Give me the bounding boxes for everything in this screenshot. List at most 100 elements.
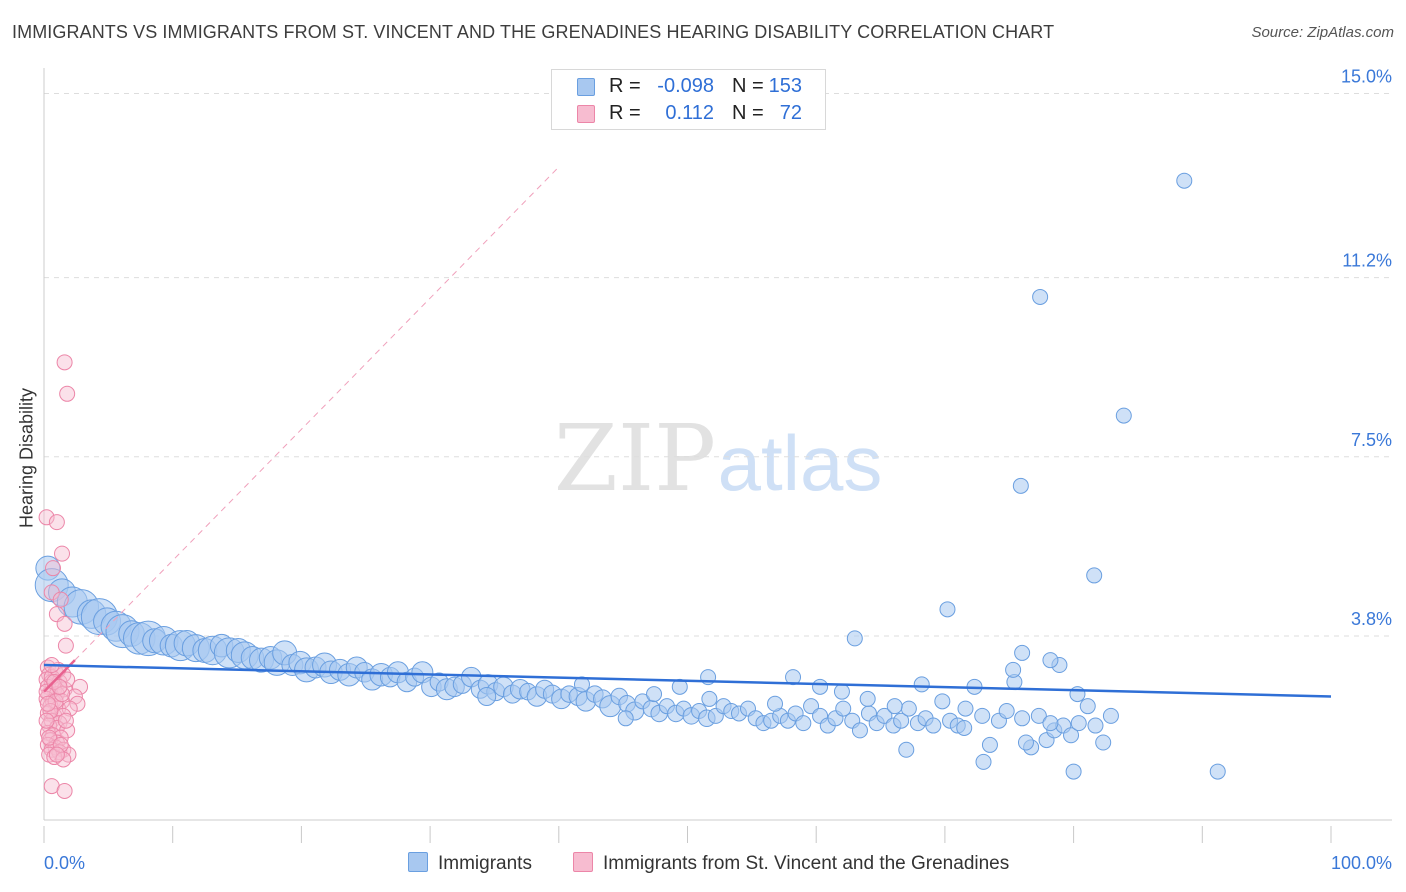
st-vincent-point [41,729,58,746]
bottom-legend-label: Immigrants from St. Vincent and the Gren… [603,853,1010,874]
immigrants-point [1069,686,1086,703]
immigrants-point [617,710,634,727]
immigrants-point [913,676,930,693]
legend-row-st-vincent: R = 0.112 N = 72 [552,102,827,126]
st-vincent-point [45,560,62,577]
st-vincent-point [38,509,55,526]
immigrants-point [957,700,974,717]
st-vincent-point [48,514,65,531]
immigrants-point [900,700,917,717]
pink-swatch-icon [577,105,595,123]
legend-n-label: N = [732,75,764,97]
st-vincent-point [48,746,65,763]
immigrants-point [859,690,876,707]
immigrants-point [998,703,1015,720]
blue-swatch-icon [408,852,428,872]
blue-swatch-icon [577,78,595,96]
immigrants-point [1115,407,1132,424]
immigrants-point [925,717,942,734]
immigrants-point [846,630,863,647]
immigrants-point [975,753,992,770]
immigrants-point [671,678,688,695]
immigrants-point [1079,698,1096,715]
immigrants-point [1102,707,1119,724]
immigrants-point [812,678,829,695]
immigrants-point [833,683,850,700]
st-vincent-point [38,712,55,729]
legend-r-label: R = [609,102,641,124]
st-vincent-trendline-projection [43,166,560,693]
y-tick-label: 7.5% [1351,430,1392,450]
st-vincent-point [59,385,76,402]
st-vincent-point [52,591,69,608]
y-tick-label: 15.0% [1341,67,1392,87]
immigrants-point [956,719,973,736]
bottom-legend-label: Immigrants [438,853,532,874]
immigrants-point [1032,288,1049,305]
y-tick-label: 11.2% [1342,251,1392,271]
st-vincent-point [69,695,86,712]
immigrants-point [795,715,812,732]
source-label: Source: ZipAtlas.com [1251,24,1394,41]
legend-n-label: N = [732,102,764,124]
y-tick-label: 3.8% [1351,609,1392,629]
st-vincent-point [56,782,73,799]
immigrants-point [1176,172,1193,189]
chart-title: IMMIGRANTS VS IMMIGRANTS FROM ST. VINCEN… [12,22,1055,42]
stats-legend: R = -0.098 N = 153 R = 0.112 N = 72 [551,69,826,130]
immigrants-point [974,707,991,724]
immigrants-point [646,686,663,703]
immigrants-point [573,676,590,693]
immigrants-point [835,700,852,717]
st-vincent-point [39,695,56,712]
st-vincent-point [57,712,74,729]
pink-swatch-icon [573,852,593,872]
immigrants-point [934,693,951,710]
immigrants-point [767,695,784,712]
legend-r-value: -0.098 [657,75,714,97]
legend-n-value: 153 [768,75,802,97]
legend-n-value: 72 [779,102,802,124]
immigrants-trendline [43,663,1332,698]
immigrants-point [1014,644,1031,661]
bottom-legend-st-vincent: Immigrants from St. Vincent and the Gren… [573,852,1009,875]
immigrants-point [851,722,868,739]
st-vincent-point [72,678,89,695]
x-tick-label: 100.0% [1331,853,1392,873]
immigrants-point [701,690,718,707]
x-tick-label: 0.0% [44,853,85,873]
st-vincent-point [57,637,74,654]
watermark-atlas: atlas [718,419,883,507]
immigrants-point [1086,567,1103,584]
watermark-zip: ZIP [554,405,716,512]
immigrants-point [939,601,956,618]
immigrants-point [477,687,497,706]
immigrants-point [1042,715,1059,732]
immigrants-point [1030,707,1047,724]
bottom-legend-immigrants: Immigrants [408,852,532,875]
immigrants-point [1014,710,1031,727]
st-vincent-point [52,736,69,753]
immigrants-point [1070,715,1087,732]
immigrants-point [886,698,903,715]
legend-r-value: 0.112 [665,102,714,124]
immigrants-point [1017,734,1034,751]
immigrants-point [1005,661,1022,678]
immigrants-point [898,741,915,758]
immigrants-point [893,712,910,729]
legend-row-immigrants: R = -0.098 N = 153 [552,75,827,99]
st-vincent-point [51,678,68,695]
immigrants-point [1095,734,1112,751]
immigrants-point [981,736,998,753]
immigrants-point [785,669,802,686]
immigrants-point [1065,763,1082,780]
immigrants-point [1012,477,1029,494]
immigrants-point [1087,717,1104,734]
immigrants-point [1209,763,1226,780]
legend-r-label: R = [609,75,641,97]
immigrants-point [1063,727,1080,744]
st-vincent-point [56,615,73,632]
st-vincent-point [56,354,73,371]
immigrants-point [1042,652,1059,669]
